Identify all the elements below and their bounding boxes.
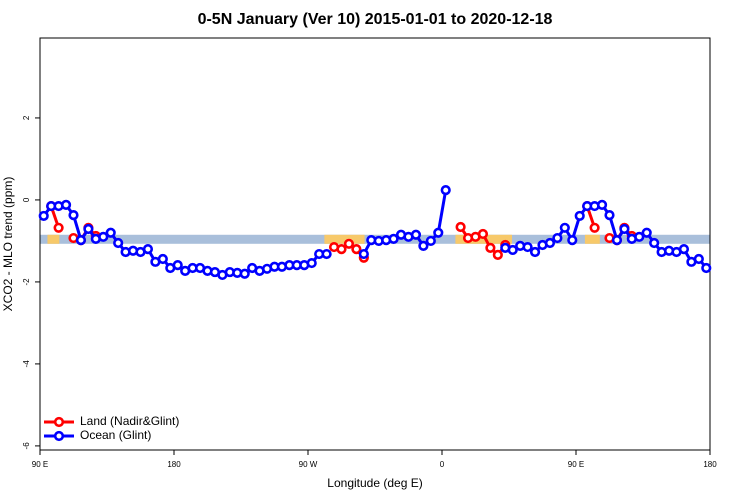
legend-label: Ocean (Glint) [80, 428, 151, 442]
data-point [98, 231, 109, 242]
x-tick-label: 180 [167, 460, 181, 469]
x-tick-label: 0 [440, 460, 445, 469]
data-point [38, 210, 49, 222]
y-tick-label: 2 [22, 115, 31, 120]
data-point [574, 210, 585, 222]
y-tick-label: -4 [22, 360, 31, 368]
data-point [567, 235, 578, 246]
data-point [596, 199, 608, 210]
legend-label: Land (Nadir&Glint) [80, 414, 179, 428]
data-point [336, 244, 347, 255]
data-point [105, 227, 116, 238]
data-point [634, 231, 645, 242]
data-point [649, 237, 660, 249]
x-tick-label: 90 W [299, 460, 318, 469]
legend-marker [53, 416, 65, 428]
plot-frame [39, 37, 711, 451]
data-point [388, 233, 399, 244]
data-point [559, 222, 570, 233]
data-point [641, 227, 652, 238]
data-point [321, 248, 332, 260]
data-point [589, 222, 600, 233]
data-point [68, 209, 79, 221]
data-point [410, 229, 422, 240]
y-tick-label: 0 [22, 197, 31, 202]
y-axis-label: XCO2 - MLO trend (ppm) [1, 177, 15, 312]
data-point [507, 244, 518, 256]
data-point [157, 253, 168, 265]
data-point [239, 268, 250, 279]
land-segment [584, 234, 600, 244]
x-tick-label: 90 E [568, 460, 584, 469]
data-point [418, 240, 429, 251]
legend-marker [53, 430, 65, 442]
chart-title: 0-5N January (Ver 10) 2015-01-01 to 2020… [198, 11, 553, 28]
data-point [172, 260, 183, 271]
data-point [53, 222, 64, 233]
land-segment [324, 234, 365, 244]
data-point [425, 235, 436, 247]
data-point [477, 228, 489, 240]
x-tick-label: 90 E [32, 460, 48, 469]
data-point [358, 248, 369, 260]
y-tick-label: -2 [22, 278, 31, 286]
data-point [678, 244, 690, 255]
data-point [433, 227, 444, 238]
data-point [455, 221, 466, 233]
land-segment [47, 234, 60, 244]
data-point [351, 244, 362, 255]
legend: Land (Nadir&Glint)Ocean (Glint) [44, 414, 179, 442]
data-point [142, 244, 154, 255]
data-point [306, 257, 317, 269]
data-point [83, 223, 94, 235]
data-point [440, 184, 451, 196]
data-point [611, 235, 623, 246]
data-point [485, 242, 496, 253]
data-point [75, 235, 87, 246]
data-point [701, 262, 712, 274]
data-point [619, 223, 630, 235]
data-point [492, 249, 503, 260]
data-point [343, 238, 355, 249]
data-point [552, 232, 563, 244]
data-point [693, 253, 704, 265]
data-point [604, 209, 615, 221]
data-point [544, 237, 556, 249]
data-point [522, 241, 533, 253]
data-point [113, 237, 124, 249]
x-tick-label: 180 [703, 460, 717, 469]
land-segment [455, 234, 512, 244]
y-tick-label: -6 [22, 442, 31, 450]
x-axis-label: Longitude (deg E) [327, 476, 422, 490]
data-point [529, 246, 541, 258]
data-point [60, 199, 72, 210]
